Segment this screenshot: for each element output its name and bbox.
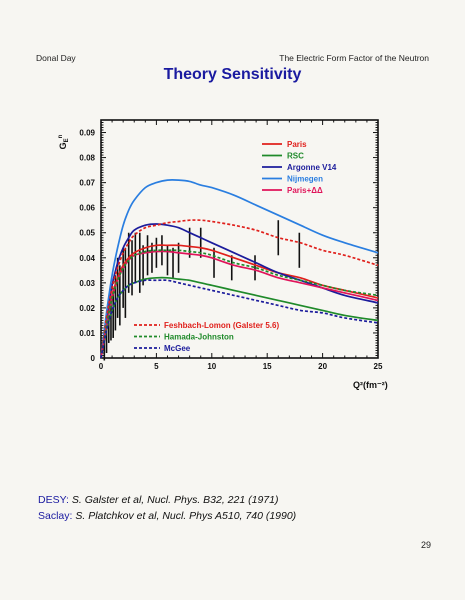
y-axis-label: GEn <box>58 134 70 149</box>
x-tick-label: 0 <box>99 362 104 371</box>
reference-saclay-label: Saclay: <box>38 510 73 522</box>
y-tick-label: 0.04 <box>79 254 95 263</box>
y-tick-label: 0.03 <box>79 279 95 288</box>
header-talk-title: The Electric Form Factor of the Neutron <box>279 53 429 63</box>
plot-frame <box>100 119 379 359</box>
legend-label-mcgee: McGee <box>164 344 191 353</box>
legend-label-nijmegen: Nijmegen <box>287 175 323 184</box>
references: DESY: S. Galster et al, Nucl. Phys. B32,… <box>38 492 296 524</box>
x-tick-label: 10 <box>207 362 216 371</box>
y-tick-label: 0.09 <box>79 129 95 138</box>
x-tick-label: 15 <box>263 362 272 371</box>
curve-mcgee <box>100 279 379 359</box>
page-number: 29 <box>420 540 431 550</box>
reference-desy-text: S. Galster et al, Nucl. Phys. B32, 221 (… <box>71 494 279 506</box>
x-axis-label: Q²(fm⁻²) <box>353 380 388 390</box>
legend-label-argonne-v14: Argonne V14 <box>287 163 337 172</box>
curve-nijmegen <box>100 179 379 359</box>
reference-saclay-text: S. Platchkov et al, Nucl. Phys A510, 740… <box>75 510 297 522</box>
reference-desy: DESY: S. Galster et al, Nucl. Phys. B32,… <box>38 492 296 508</box>
reference-desy-label: DESY: <box>38 494 69 506</box>
x-tick-label: 25 <box>374 362 383 371</box>
y-tick-label-zero: 0 <box>91 354 96 363</box>
curve-rsc <box>100 276 379 359</box>
y-tick-label: 0.06 <box>79 204 95 213</box>
legend-label-paris: Paris+ΔΔ <box>287 186 323 195</box>
legend-label-hamada-johnston: Hamada-Johnston <box>164 333 234 342</box>
legend-label-rsc: RSC <box>287 152 304 161</box>
curve-argonne-v14 <box>100 223 379 359</box>
curve-feshbach-lomon-galster-5-6 <box>100 219 379 359</box>
header-author: Donal Day <box>36 53 76 63</box>
reference-saclay: Saclay: S. Platchkov et al, Nucl. Phys A… <box>38 508 296 524</box>
x-tick-label: 5 <box>154 362 159 371</box>
y-tick-label: 0.01 <box>79 329 95 338</box>
curve-hamada-johnston <box>100 249 379 359</box>
slide-title: Theory Sensitivity <box>163 66 302 83</box>
curve-paris <box>100 244 379 359</box>
curve-paris <box>100 250 379 359</box>
y-tick-label: 0.05 <box>79 229 95 238</box>
x-tick-label: 20 <box>318 362 327 371</box>
legend-label-paris: Paris <box>287 140 307 149</box>
legend-label-feshbach-lomon-galster-5-6: Feshbach-Lomon (Galster 5.6) <box>164 321 279 330</box>
y-tick-label: 0.08 <box>79 154 95 163</box>
y-tick-label: 0.02 <box>79 304 95 313</box>
y-tick-label: 0.07 <box>79 179 95 188</box>
